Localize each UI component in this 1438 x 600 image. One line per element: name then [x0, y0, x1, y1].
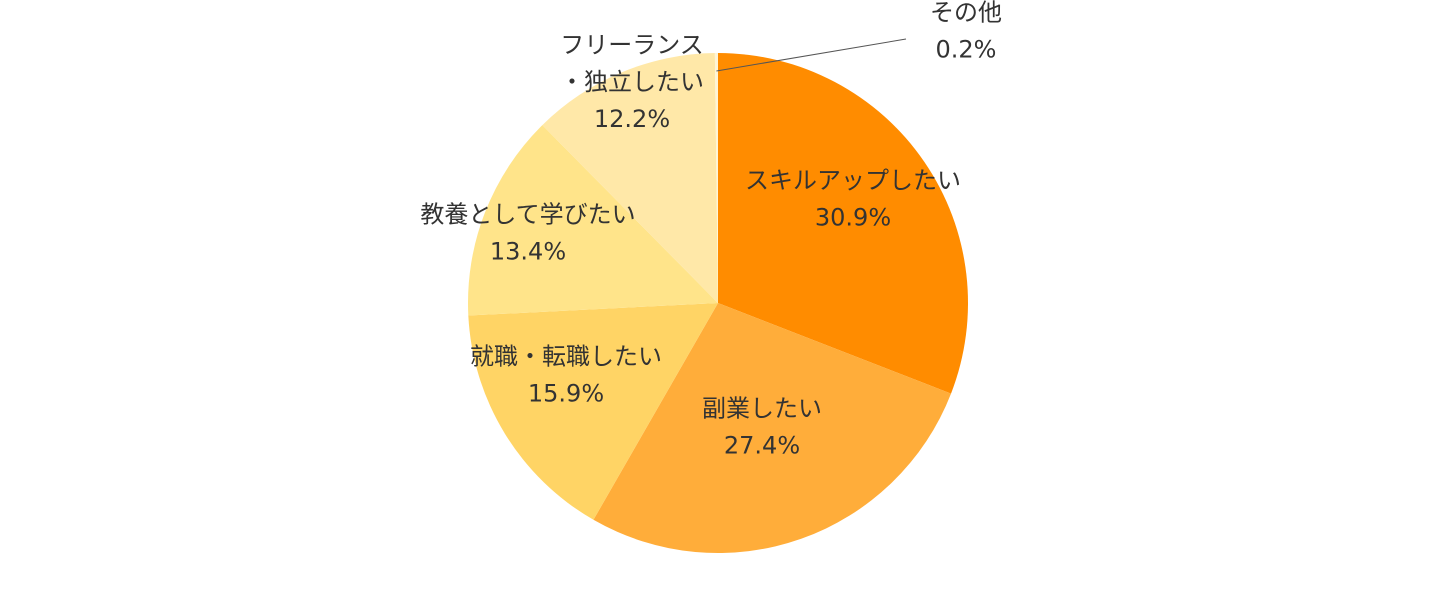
slice-category-label: ・独立したい: [560, 68, 704, 96]
pie-slice: [593, 303, 952, 553]
slice-value-label: 13.4%: [490, 238, 566, 266]
pie-labels: スキルアップしたい 30.9% 副業したい 27.4% 就職・転職したい 15.9% 教養と…: [420, 0, 1002, 460]
slice-category-label: 副業したい: [702, 395, 822, 423]
pie-slices: [468, 53, 968, 553]
slice-value-label: 30.9%: [815, 204, 891, 232]
slice-value-label: 27.4%: [724, 432, 800, 460]
slice-category-label: 就職・転職したい: [470, 343, 662, 371]
callout-leader-line: [716, 38, 907, 72]
slice-category-label: フリーランス: [560, 31, 704, 59]
pie-slice: [542, 53, 718, 303]
pie-slice: [714, 53, 718, 303]
slice-value-label: 12.2%: [594, 105, 670, 133]
slice-category-label: その他: [930, 0, 1002, 27]
slice-category-label: スキルアップしたい: [745, 167, 961, 195]
pie-slice: [468, 125, 718, 316]
slice-value-label: 15.9%: [528, 380, 604, 408]
slice-category-label: 教養として学びたい: [420, 201, 635, 229]
pie-slice: [468, 303, 718, 520]
slice-value-label: 0.2%: [936, 36, 997, 64]
pie-slice: [718, 53, 968, 394]
